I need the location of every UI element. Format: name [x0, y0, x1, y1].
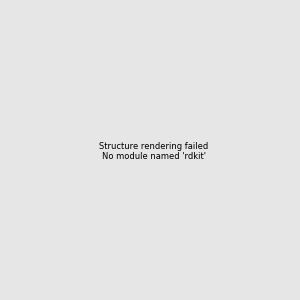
Text: Structure rendering failed
No module named 'rdkit': Structure rendering failed No module nam…	[99, 142, 208, 161]
